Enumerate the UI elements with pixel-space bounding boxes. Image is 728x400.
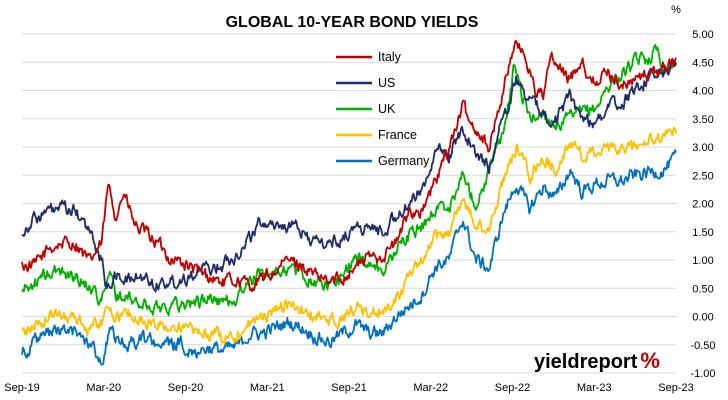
legend-label-italy: Italy [378,50,402,64]
x-tick-label: Sep-21 [331,382,366,394]
y-tick-label: -0.50 [690,340,715,352]
y-tick-label: 2.50 [692,170,713,182]
y-tick-label: 2.00 [692,199,713,211]
x-tick-label: Mar-22 [413,382,448,394]
y-tick-label: 3.00 [692,142,713,154]
legend: Italy US UK France Germany [336,50,430,168]
series-line-france [21,126,677,345]
chart-title: GLOBAL 10-YEAR BOND YIELDS [226,14,479,31]
x-tick-label: Sep-20 [168,382,203,394]
series-line-italy [21,40,677,293]
y-tick-label: 1.00 [692,255,713,267]
y-axis-unit: % [671,4,681,16]
y-tick-label: -1.00 [690,368,715,380]
legend-label-uk: UK [378,102,396,116]
y-tick-label: 5.00 [692,29,713,41]
x-tick-label: Sep-23 [658,382,693,394]
x-tick-label: Sep-22 [495,382,530,394]
y-tick-label: 4.00 [692,86,713,98]
x-tick-label: Mar-23 [577,382,612,394]
y-tick-label: 4.50 [692,57,713,69]
legend-label-germany: Germany [378,154,430,168]
series-line-uk [21,44,677,317]
y-tick-label: 1.50 [692,227,713,239]
series-lines [21,40,677,366]
x-axis-ticks: Sep-19 Mar-20 Sep-20 Mar-21 Sep-21 Mar-22 Sep-… [4,382,693,394]
x-tick-label: Mar-21 [250,382,285,394]
legend-label-france: France [378,128,417,142]
series-line-germany [21,149,677,366]
x-tick-label: Mar-20 [86,382,121,394]
brand-wordmark: yieldreport% [534,348,660,373]
yieldreport-logo: yieldreport% [534,348,660,373]
y-axis-ticks: -1.00 -0.50 0.00 0.50 1.00 1.50 2.00 2.50 3.00 3.… [690,29,715,380]
y-tick-label: 0.50 [692,283,713,295]
x-tick-label: Sep-19 [4,382,39,394]
legend-label-us: US [378,76,395,90]
y-tick-label: 3.50 [692,114,713,126]
y-tick-label: 0.00 [692,312,713,324]
series-line-us [21,58,677,293]
